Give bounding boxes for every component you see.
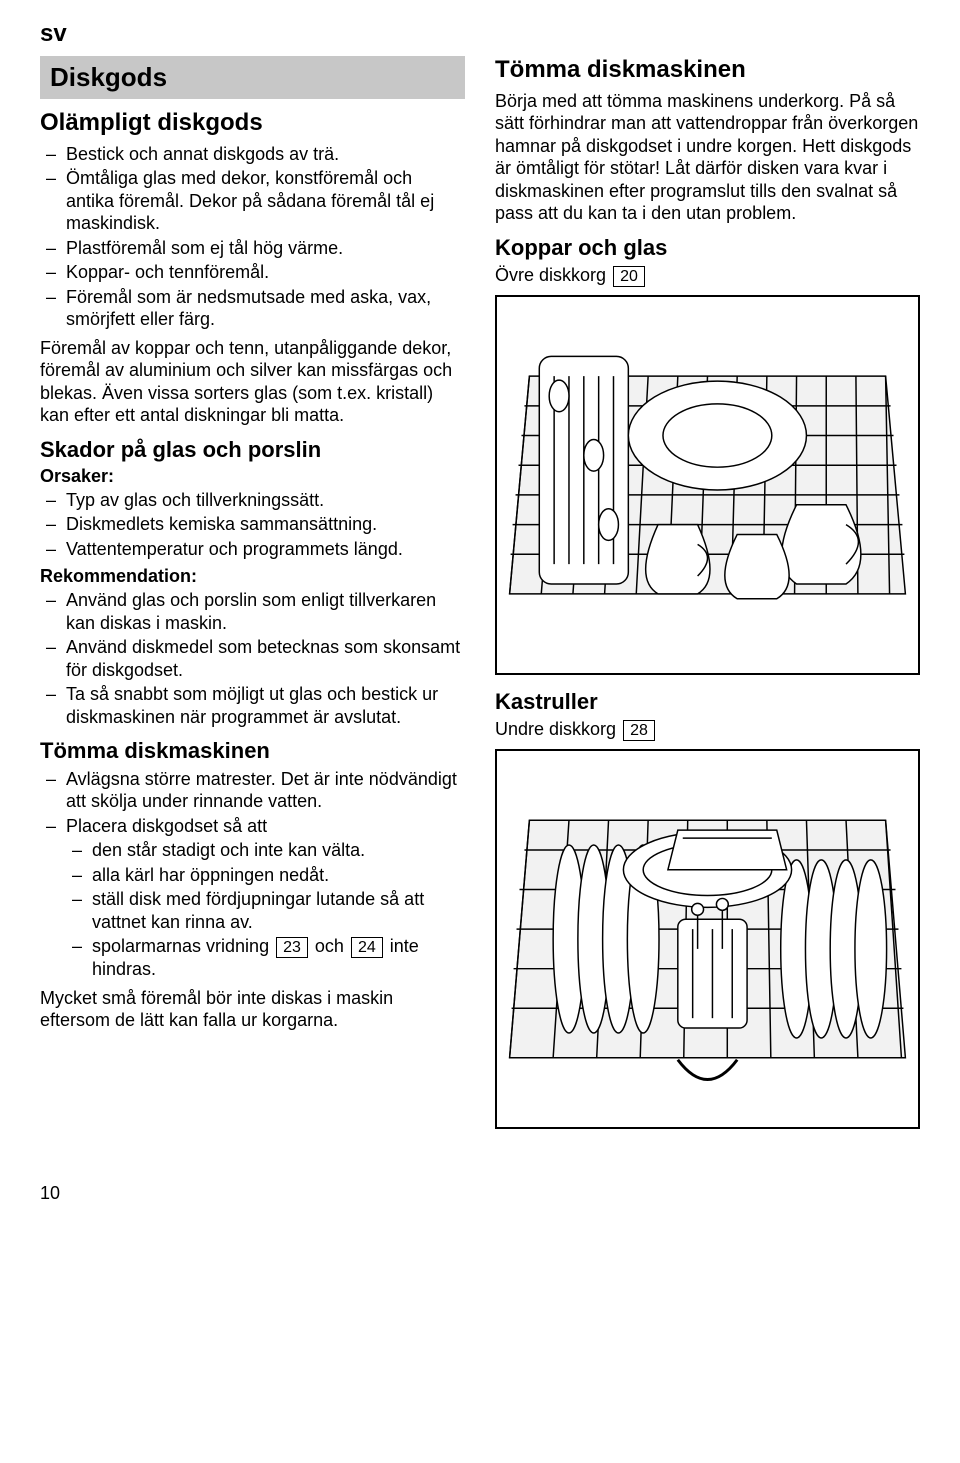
sublist-placera: den står stadigt och inte kan välta. all… bbox=[66, 839, 465, 980]
line-undre-diskkorg: Undre diskkorg 28 bbox=[495, 718, 920, 741]
language-tag: sv bbox=[40, 20, 920, 48]
list-tomma: Avlägsna större matrester. Det är inte n… bbox=[40, 768, 465, 981]
left-column: Diskgods Olämpligt diskgods Bestick och … bbox=[40, 56, 465, 1143]
text: Övre diskkorg bbox=[495, 265, 606, 285]
heading-olampligt: Olämpligt diskgods bbox=[40, 109, 465, 137]
list-item: den står stadigt och inte kan välta. bbox=[66, 839, 465, 862]
ref-box-20: 20 bbox=[613, 266, 645, 287]
heading-tomma-left: Tömma diskmaskinen bbox=[40, 738, 465, 763]
figure-upper-rack bbox=[495, 295, 920, 675]
list-item: Placera diskgodset så att den står stadi… bbox=[40, 815, 465, 981]
list-item: Plastföremål som ej tål hög värme. bbox=[40, 237, 465, 260]
list-item: Använd glas och porslin som enligt tillv… bbox=[40, 589, 465, 634]
ref-box-28: 28 bbox=[623, 720, 655, 741]
paragraph: Föremål av koppar och tenn, utanpåliggan… bbox=[40, 337, 465, 427]
label-orsaker: Orsaker: bbox=[40, 466, 465, 487]
list-item: Typ av glas och tillverkningssätt. bbox=[40, 489, 465, 512]
list-rekommendation: Använd glas och porslin som enligt tillv… bbox=[40, 589, 465, 728]
heading-tomma-right: Tömma diskmaskinen bbox=[495, 56, 920, 84]
list-item: Föremål som är nedsmutsade med aska, vax… bbox=[40, 286, 465, 331]
list-item: spolarmarnas vridning 23 och 24 inte hin… bbox=[66, 935, 465, 980]
list-item: Använd diskmedel som betecknas som skons… bbox=[40, 636, 465, 681]
text: Undre diskkorg bbox=[495, 719, 616, 739]
list-item: Bestick och annat diskgods av trä. bbox=[40, 143, 465, 166]
ref-box-23: 23 bbox=[276, 937, 308, 958]
page-number: 10 bbox=[40, 1183, 920, 1204]
paragraph: Mycket små föremål bör inte diskas i mas… bbox=[40, 987, 465, 1032]
right-column: Tömma diskmaskinen Börja med att tömma m… bbox=[495, 56, 920, 1143]
list-item-text: spolarmarnas vridning bbox=[92, 936, 269, 956]
ref-box-24: 24 bbox=[351, 937, 383, 958]
lower-rack-illustration bbox=[497, 751, 918, 1127]
heading-kastruller: Kastruller bbox=[495, 689, 920, 714]
figure-lower-rack bbox=[495, 749, 920, 1129]
list-olampligt: Bestick och annat diskgods av trä. Ömtål… bbox=[40, 143, 465, 331]
list-item: Koppar- och tennföremål. bbox=[40, 261, 465, 284]
upper-rack-illustration bbox=[497, 297, 918, 673]
list-item: ställ disk med fördjupningar lutande så … bbox=[66, 888, 465, 933]
list-item: Ömtåliga glas med dekor, konstföremål oc… bbox=[40, 167, 465, 235]
list-item: Vattentemperatur och programmets längd. bbox=[40, 538, 465, 561]
paragraph: Börja med att tömma maskinens underkorg.… bbox=[495, 90, 920, 225]
list-item: Diskmedlets kemiska sammansättning. bbox=[40, 513, 465, 536]
section-title-diskgods: Diskgods bbox=[40, 56, 465, 99]
heading-koppar: Koppar och glas bbox=[495, 235, 920, 260]
line-ovre-diskkorg: Övre diskkorg 20 bbox=[495, 264, 920, 287]
list-item: Avlägsna större matrester. Det är inte n… bbox=[40, 768, 465, 813]
list-orsaker: Typ av glas och tillverkningssätt. Diskm… bbox=[40, 489, 465, 561]
list-item-text: och bbox=[315, 936, 344, 956]
two-column-layout: Diskgods Olämpligt diskgods Bestick och … bbox=[40, 56, 920, 1143]
heading-skador: Skador på glas och porslin bbox=[40, 437, 465, 462]
label-rekommendation: Rekommendation: bbox=[40, 566, 465, 587]
list-item-text: Placera diskgodset så att bbox=[66, 816, 267, 836]
list-item: Ta så snabbt som möjligt ut glas och bes… bbox=[40, 683, 465, 728]
list-item: alla kärl har öppningen nedåt. bbox=[66, 864, 465, 887]
